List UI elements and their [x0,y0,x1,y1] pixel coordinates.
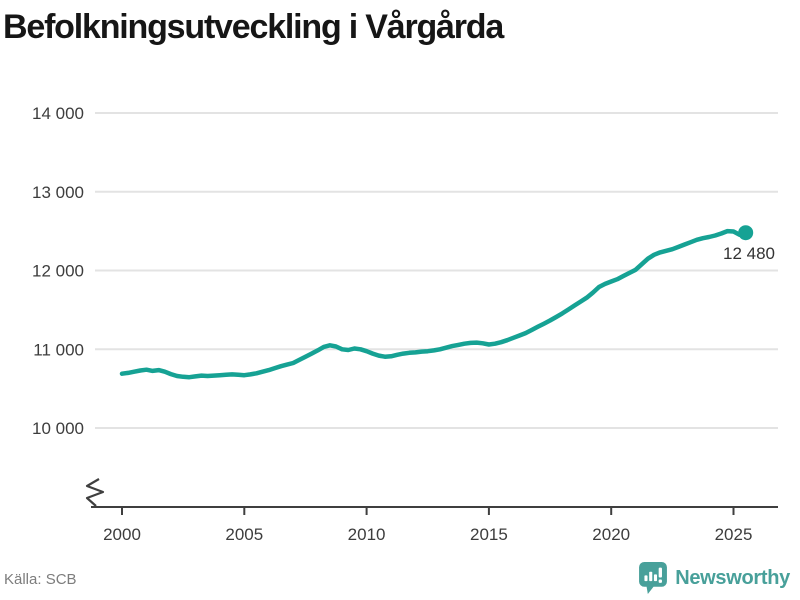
end-value-label: 12 480 [723,244,775,263]
x-tick-label: 2015 [470,525,508,544]
source-caption: Källa: SCB [4,571,77,588]
newsworthy-logo[interactable]: Newsworthy [639,562,790,594]
axis-break-icon [85,478,105,507]
newsworthy-logo-icon [639,562,668,594]
x-tick-label: 2010 [348,525,386,544]
end-point-marker [738,225,754,241]
x-tick-label: 2000 [103,525,141,544]
chart-title: Befolkningsutveckling i Vårgårda [3,8,504,46]
y-tick-label: 13 000 [32,183,84,202]
population-line [119,228,748,380]
y-tick-label: 11 000 [33,340,84,359]
y-tick-label: 10 000 [32,419,84,438]
x-tick-label: 2005 [225,525,263,544]
x-tick-label: 2020 [592,525,630,544]
x-tick-label: 2025 [715,525,753,544]
y-tick-label: 12 000 [32,262,84,281]
newsworthy-logo-text: Newsworthy [675,566,790,589]
y-tick-label: 14 000 [32,104,84,123]
